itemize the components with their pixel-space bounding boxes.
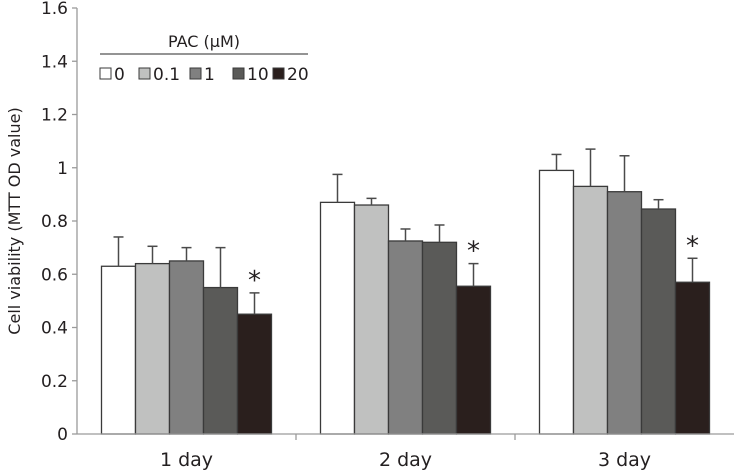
bar-0_1-1 [134, 262, 171, 435]
bar-0-1 [100, 265, 137, 435]
legend-label: 0 [114, 65, 125, 85]
legend-title: PAC (μM) [168, 32, 240, 51]
x-category-label: 3 day [598, 449, 651, 471]
bar-10-3 [640, 208, 677, 435]
bar-20-1 [236, 313, 273, 435]
y-axis-title: Cell viability (MTT OD value) [5, 107, 24, 334]
legend-swatch [138, 67, 151, 80]
y-tick-label: 1 [57, 159, 68, 179]
bar-20-2 [455, 285, 492, 435]
legend-swatch [189, 67, 202, 80]
legend-label: 20 [287, 65, 309, 85]
y-tick-label: 1.4 [41, 52, 68, 72]
x-category-label: 2 day [379, 449, 432, 471]
y-tick-label: 1.6 [41, 0, 68, 19]
bar-0-3 [538, 169, 575, 435]
y-tick-label: 0.6 [41, 265, 68, 285]
legend-label: 0.1 [153, 65, 180, 85]
bar-0-2 [319, 201, 356, 435]
bar-10-2 [421, 241, 458, 435]
bar-1-2 [387, 240, 424, 435]
significance-asterisk: * [248, 266, 261, 296]
legend: PAC (μM) 0 0.1 1 10 20 [99, 32, 309, 85]
y-tick-label: 0.4 [41, 319, 68, 339]
x-axis-ticks [295, 434, 516, 440]
bars [100, 169, 711, 435]
bar-1-1 [168, 260, 205, 435]
legend-swatch [99, 67, 112, 80]
bar-20-3 [674, 281, 711, 435]
x-axis-category-labels: 1 day 2 day 3 day [160, 449, 651, 471]
legend-swatch [272, 67, 285, 80]
error-bars [113, 148, 698, 315]
significance-markers: * * * [248, 231, 699, 296]
y-tick-label: 1.2 [41, 106, 68, 126]
bar-1-3 [606, 191, 643, 435]
bar-10-1 [202, 286, 239, 435]
y-axis-ticks: 0 0.2 0.4 0.6 0.8 1 1.2 1.4 1.6 [41, 0, 77, 445]
y-tick-label: 0 [57, 425, 68, 445]
legend-swatch [232, 67, 245, 80]
bar-0_1-3 [572, 185, 609, 435]
legend-label: 10 [247, 65, 269, 85]
y-tick-label: 0.8 [41, 212, 68, 232]
significance-asterisk: * [686, 231, 699, 261]
bar-0_1-2 [353, 204, 390, 435]
legend-label: 1 [204, 65, 215, 85]
y-tick-label: 0.2 [41, 372, 68, 392]
significance-asterisk: * [467, 237, 480, 267]
x-category-label: 1 day [160, 449, 213, 471]
